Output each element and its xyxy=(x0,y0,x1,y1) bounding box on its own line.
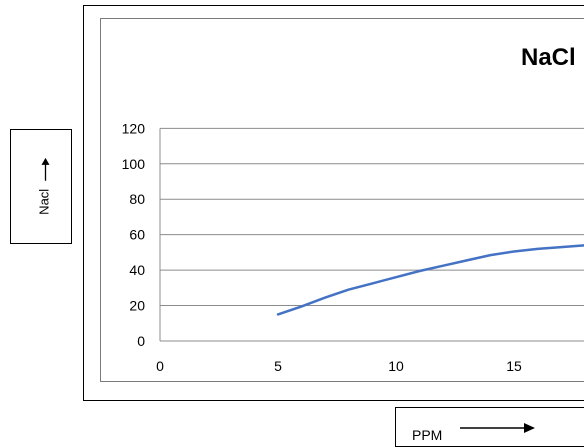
gridlines xyxy=(160,127,584,307)
y-tick-label: 40 xyxy=(129,262,145,278)
x-axis-label-box xyxy=(395,407,584,447)
y-tick-label: 80 xyxy=(129,191,145,207)
x-axis-label-text: PPM xyxy=(412,427,443,443)
y-tick-label: 60 xyxy=(129,227,145,243)
x-tick-label: 5 xyxy=(274,358,282,374)
axes xyxy=(159,128,584,342)
series-line xyxy=(276,244,584,316)
x-axis-label: PPM xyxy=(412,427,442,443)
y-tick-label: 0 xyxy=(137,333,145,349)
chart-plot-frame xyxy=(100,18,584,382)
x-tick-label: 0 xyxy=(156,358,164,374)
x-tick-label: 10 xyxy=(388,358,404,374)
x-tick-label: 15 xyxy=(506,358,522,374)
chart-title: NaCl xyxy=(521,44,576,71)
series-lines xyxy=(276,244,584,316)
y-axis-label-box xyxy=(10,129,72,244)
y-axis-label: Nacl xyxy=(37,157,52,215)
x-tick-labels: 0 5 10 15 xyxy=(156,358,522,374)
y-tick-labels: 0 20 40 60 80 100 120 xyxy=(122,120,146,349)
arrow-right-icon xyxy=(41,158,50,182)
y-tick-label: 100 xyxy=(122,156,146,172)
y-tick-label: 20 xyxy=(129,298,145,314)
y-tick-label: 120 xyxy=(122,120,146,136)
arrow-right-icon xyxy=(460,423,535,433)
